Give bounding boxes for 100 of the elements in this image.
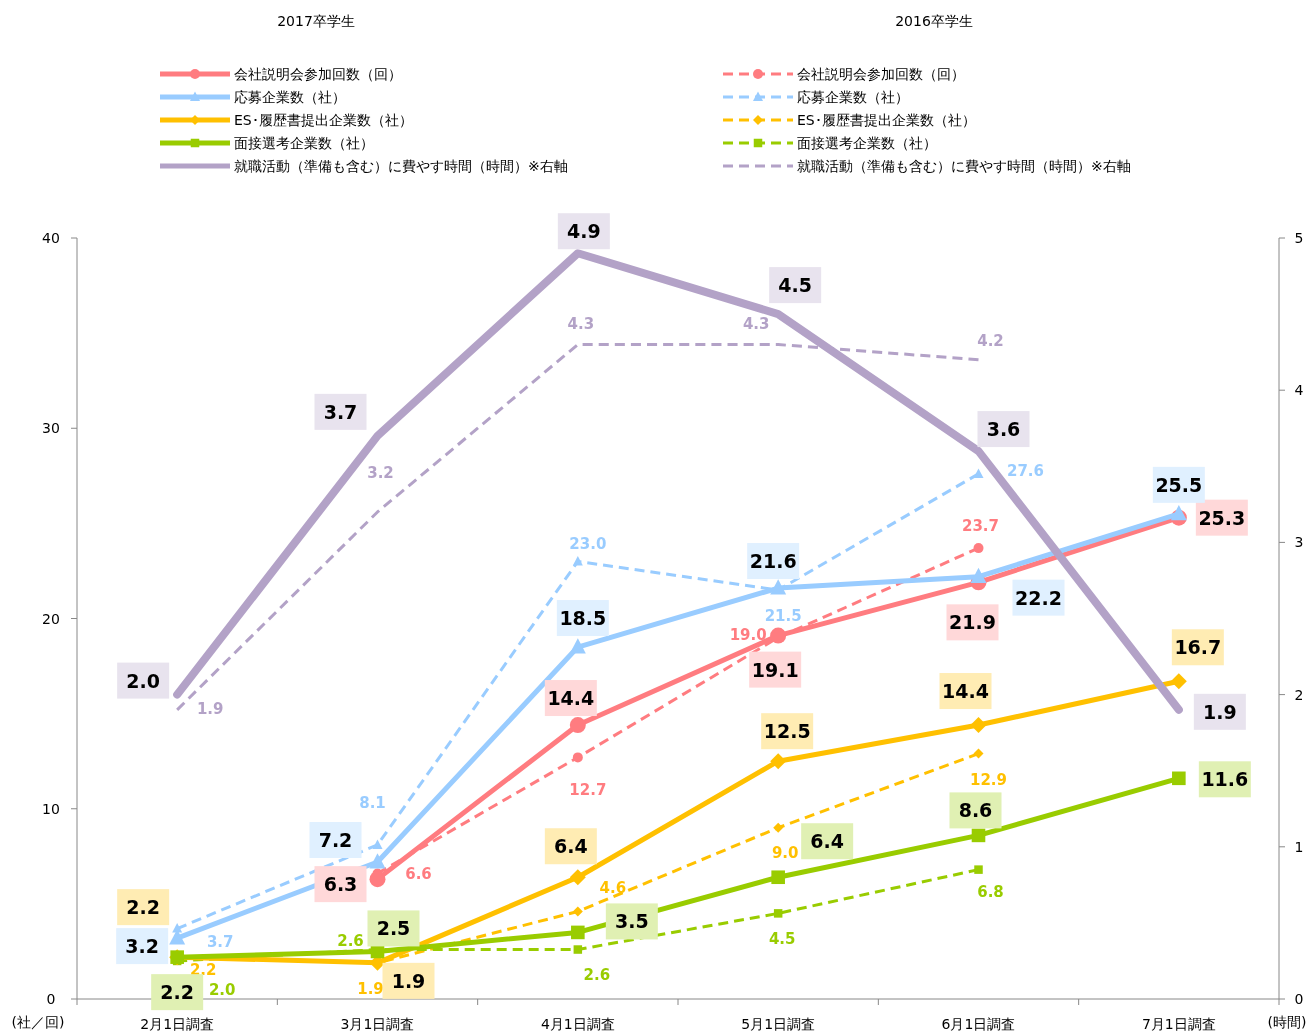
legend-label: ES･履歴書提出企業数（社） (234, 112, 413, 128)
point (569, 638, 586, 654)
legend-label: 面接選考企業数（社） (234, 135, 374, 151)
point (569, 717, 586, 734)
data-label: 11.6 (1201, 768, 1249, 791)
data-label: 4.3 (742, 314, 770, 333)
data-label: 4.2 (977, 331, 1004, 350)
data-label: 12.5 (763, 720, 811, 743)
point (973, 748, 984, 759)
y-tick-label: 40 (42, 230, 60, 246)
data-label: 7.2 (318, 829, 353, 852)
data-label: 3.7 (206, 932, 234, 951)
y2-tick-label: 1 (1294, 838, 1304, 855)
data-label: 16.7 (1174, 636, 1222, 659)
point (369, 871, 386, 888)
data-label: 6.4 (554, 835, 588, 858)
data-label: 2.2 (189, 961, 217, 980)
data-label: 3.7 (323, 400, 358, 423)
data-label: 19.1 (751, 658, 799, 681)
data-label: 6.3 (323, 873, 358, 896)
data-label: 14.4 (547, 687, 595, 710)
x-tick-label: 7月1日調査 (1141, 1016, 1216, 1032)
data-label: 2.0 (208, 980, 236, 999)
data-label: 1.9 (196, 699, 224, 718)
legend-label: 面接選考企業数（社） (797, 135, 937, 151)
point (1170, 505, 1187, 521)
data-label: 27.6 (1006, 461, 1045, 480)
y-axis-title: (社／回) (11, 1014, 65, 1030)
data-label: 23.7 (961, 517, 1000, 536)
legend-label: 会社説明会参加回数（回） (234, 66, 402, 82)
x-tick-label: 2月1日調査 (140, 1016, 215, 1032)
point (1170, 673, 1187, 690)
point (971, 828, 986, 843)
data-label: 1.9 (357, 979, 384, 998)
point (970, 717, 987, 734)
data-label: 12.7 (569, 781, 607, 800)
legend-label: 会社説明会参加回数（回） (797, 66, 965, 82)
text: 2016卒学生 (895, 13, 973, 29)
data-label: 8.6 (958, 799, 993, 822)
data-label: 4.5 (768, 930, 796, 949)
x-tick-label: 5月1日調査 (741, 1016, 816, 1032)
point (573, 945, 583, 954)
y2-tick-label: 2 (1294, 686, 1304, 703)
point (1172, 771, 1186, 786)
y2-tick-label: 4 (1294, 382, 1304, 399)
y2-tick-label: 5 (1294, 230, 1304, 246)
data-label: 3.5 (615, 910, 649, 933)
point (770, 627, 787, 644)
data-label: 21.5 (764, 606, 802, 625)
data-label: 22.2 (1015, 586, 1062, 609)
data-label: 2.2 (126, 896, 160, 919)
data-label: 1.9 (391, 969, 426, 992)
data-label: 4.5 (778, 274, 812, 297)
legend-label: 応募企業数（社） (234, 89, 346, 105)
data-label: 3.2 (125, 935, 159, 958)
data-label: 6.8 (977, 882, 1004, 901)
legend-label: 就職活動（準備も含む）に費やす時間（時間）※右軸 (797, 158, 1131, 174)
point (771, 870, 785, 885)
y2-tick-label: 0 (1294, 991, 1304, 1007)
point (974, 865, 983, 874)
x-tick-label: 4月1日調査 (540, 1016, 615, 1032)
data-label: 14.4 (942, 680, 989, 703)
data-label: 12.9 (969, 770, 1008, 789)
data-label: 6.4 (810, 830, 844, 853)
data-label: 3.6 (986, 418, 1021, 441)
legend-label: ES･履歴書提出企業数（社） (797, 112, 976, 128)
data-label: 2.5 (376, 917, 411, 940)
y-tick-label: 30 (42, 420, 60, 437)
data-label: 8.1 (359, 793, 386, 812)
y-tick-label: 10 (42, 800, 60, 817)
data-label: 25.3 (1198, 506, 1246, 529)
x-tick-label: 6月1日調査 (941, 1016, 1016, 1032)
point (773, 822, 784, 833)
data-label: 23.0 (569, 535, 607, 554)
legend-label: 応募企業数（社） (797, 89, 909, 105)
y-tick-label: 0 (46, 991, 56, 1007)
data-label: 21.9 (949, 611, 996, 634)
data-label: 25.5 (1155, 473, 1203, 496)
data-label: 4.9 (567, 220, 601, 243)
data-label: 21.6 (749, 550, 797, 573)
data-label: 4.6 (599, 879, 627, 898)
point (571, 925, 585, 940)
data-label: 6.6 (405, 865, 432, 884)
data-label: 2.0 (126, 669, 160, 692)
point (372, 839, 383, 849)
x-tick-label: 3月1日調査 (340, 1016, 415, 1032)
point (569, 869, 586, 886)
y-tick-label: 20 (42, 610, 60, 627)
point (572, 555, 583, 566)
point (572, 906, 583, 917)
data-label: 19.0 (729, 625, 767, 644)
point (770, 753, 787, 770)
data-label: 2.6 (583, 965, 611, 984)
y2-tick-label: 3 (1294, 534, 1304, 551)
point (572, 752, 583, 763)
data-label: 4.3 (567, 314, 595, 333)
point (773, 909, 783, 918)
text: 2017卒学生 (277, 13, 355, 29)
legend-label: 就職活動（準備も含む）に費やす時間（時間）※右軸 (234, 158, 568, 174)
data-label: 2.6 (337, 931, 364, 950)
